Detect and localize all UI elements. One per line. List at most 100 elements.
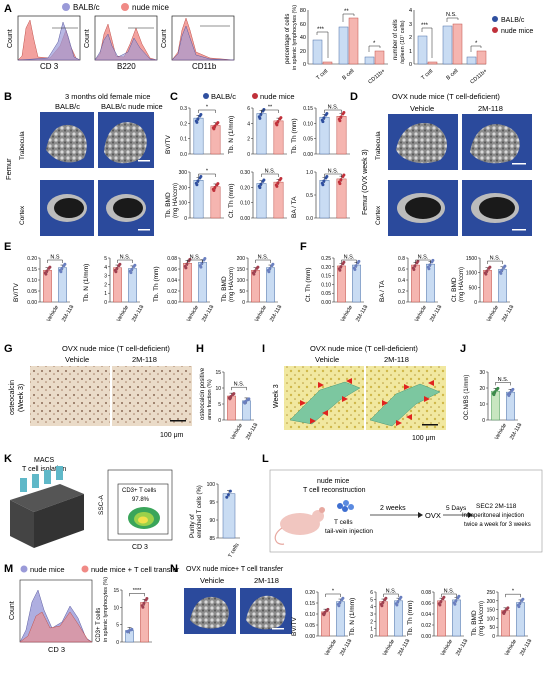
x-tick: T cell xyxy=(315,69,329,82)
sig-label: *** xyxy=(421,23,429,29)
data-point xyxy=(212,127,216,131)
y-tick: 0.25 xyxy=(321,256,331,262)
y-tick: 0.5 xyxy=(306,193,313,199)
x-tick: Vehicle xyxy=(186,305,200,323)
data-point xyxy=(339,265,343,269)
data-point xyxy=(259,182,263,186)
bar-tcell-nude xyxy=(322,61,333,65)
data-point xyxy=(338,182,342,186)
legend-label-balbc: BALB/c xyxy=(501,17,525,24)
bar xyxy=(273,120,284,155)
y-tick: 0 xyxy=(370,634,373,640)
sig-label: N.S. xyxy=(265,169,276,175)
data-point xyxy=(380,604,384,608)
y-tick: 95 xyxy=(209,500,215,506)
y-tick: 0 xyxy=(218,418,221,424)
data-point xyxy=(232,392,236,396)
data-point xyxy=(384,596,388,600)
y-tick: 3 xyxy=(104,274,107,280)
scatter-bar-plot: Tb. N (1/mm) 01 234 56 N.S. Vehicle 2M-118 xyxy=(349,589,411,658)
flow-histogram-cd11b: Count CD11b xyxy=(161,15,235,71)
data-point xyxy=(268,266,272,270)
x-tick: 2M-118 xyxy=(201,304,215,323)
data-point xyxy=(416,259,420,263)
axis-label: SSC-A xyxy=(98,494,105,515)
axis-label: Ct. Th (mm) xyxy=(228,183,235,218)
y-tick: 10 xyxy=(215,386,221,392)
data-point xyxy=(279,177,283,181)
flow-ylabel: Count xyxy=(9,601,16,620)
x-tick: 2M-118 xyxy=(519,638,533,657)
row-label: Trabecula xyxy=(375,131,382,160)
data-point xyxy=(325,112,329,116)
bar xyxy=(319,116,330,155)
axis-label: BV/TV xyxy=(165,135,172,154)
scatter-bar-plot: Tb. Th (mm) 0.00 0.02 0.04 0.06 0.08 N.S. Vehic… xyxy=(153,255,215,324)
data-point xyxy=(342,260,346,264)
data-point xyxy=(506,606,510,610)
y-tick: 2 xyxy=(370,619,373,625)
y-tick: 500 xyxy=(469,285,478,291)
col-label: 2M-118 xyxy=(384,355,409,364)
x-tick: Vehicle xyxy=(324,639,338,657)
bar-cd11b-nude xyxy=(374,50,385,65)
bar xyxy=(43,270,52,303)
y-tick: 0.20 xyxy=(321,265,331,271)
data-point xyxy=(511,387,515,391)
bar xyxy=(319,180,330,219)
data-point xyxy=(133,263,137,267)
data-point xyxy=(428,263,432,267)
scatter-bar-plot: Tb. Th (mm) 0.00 0.02 0.04 0.06 0.08 N.S. Vehic… xyxy=(407,589,469,658)
data-point xyxy=(45,269,49,273)
panel-title: OVX nude mice+ T cell transfer xyxy=(186,566,284,573)
axis-label-2: area fraction (%) xyxy=(207,379,213,420)
data-point xyxy=(44,272,48,276)
data-point xyxy=(492,393,496,397)
y-tick: 1.0 xyxy=(306,170,313,176)
bar xyxy=(273,181,284,219)
mouse-icon xyxy=(274,507,325,545)
sig-label: N.S. xyxy=(328,105,339,111)
sig-label: N.S. xyxy=(418,255,429,261)
data-point xyxy=(454,599,458,603)
axis-label: Tb. Th (mm) xyxy=(407,600,414,636)
bar-cd11b-balbc xyxy=(364,56,375,65)
x-tick: 2M-118 xyxy=(509,422,523,441)
y-tick: 2 xyxy=(409,35,412,41)
schematic-text: 2 weeks xyxy=(380,505,406,512)
x-tick: B cell xyxy=(341,68,355,81)
bar xyxy=(58,267,67,303)
scatter-bar-plot: BV/TV 0.0 0.1 0.2 0.3 * xyxy=(165,105,224,158)
bar xyxy=(113,267,122,303)
data-point xyxy=(196,117,200,121)
axis-label: BA / TA xyxy=(291,196,298,218)
y-tick: 0.4 xyxy=(398,278,405,284)
x-tick: 2M-118 xyxy=(397,638,411,657)
y-tick: 100 xyxy=(237,278,246,284)
bar xyxy=(128,268,137,303)
data-point xyxy=(322,179,326,183)
y-tick: 200 xyxy=(179,185,188,191)
data-point xyxy=(442,595,446,599)
panel-label-I: I xyxy=(262,343,265,355)
y-tick: 10 xyxy=(113,605,119,611)
data-point xyxy=(199,265,203,269)
bar xyxy=(256,113,267,155)
microct-panel-N: OVX nude mice+ T cell transfer Vehicle 2… xyxy=(184,566,292,634)
panel-label-C: C xyxy=(170,91,178,103)
sig-label: * xyxy=(373,41,376,47)
y-tick: 0.3 xyxy=(180,106,187,112)
col-label: Vehicle xyxy=(315,355,339,364)
data-point xyxy=(499,271,503,275)
data-point xyxy=(212,188,216,192)
scatter-bar-plot: Ct. Th (mm) 0.00 0.05 0.10 0.15 0.20 0.25 N.S. V… xyxy=(305,255,369,324)
bar xyxy=(491,390,500,421)
x-tick: Vehicle xyxy=(494,423,508,441)
plots-F: Ct. Th (mm)0.000.050.100.150.200.25 N.S.V… xyxy=(305,255,515,324)
y-tick: 0.15 xyxy=(303,106,313,112)
data-point xyxy=(517,605,521,609)
sig-label: * xyxy=(206,105,209,111)
x-tick: 2M-118 xyxy=(339,638,353,657)
schematic-text: nude mice xyxy=(317,478,349,485)
data-point xyxy=(338,268,342,272)
